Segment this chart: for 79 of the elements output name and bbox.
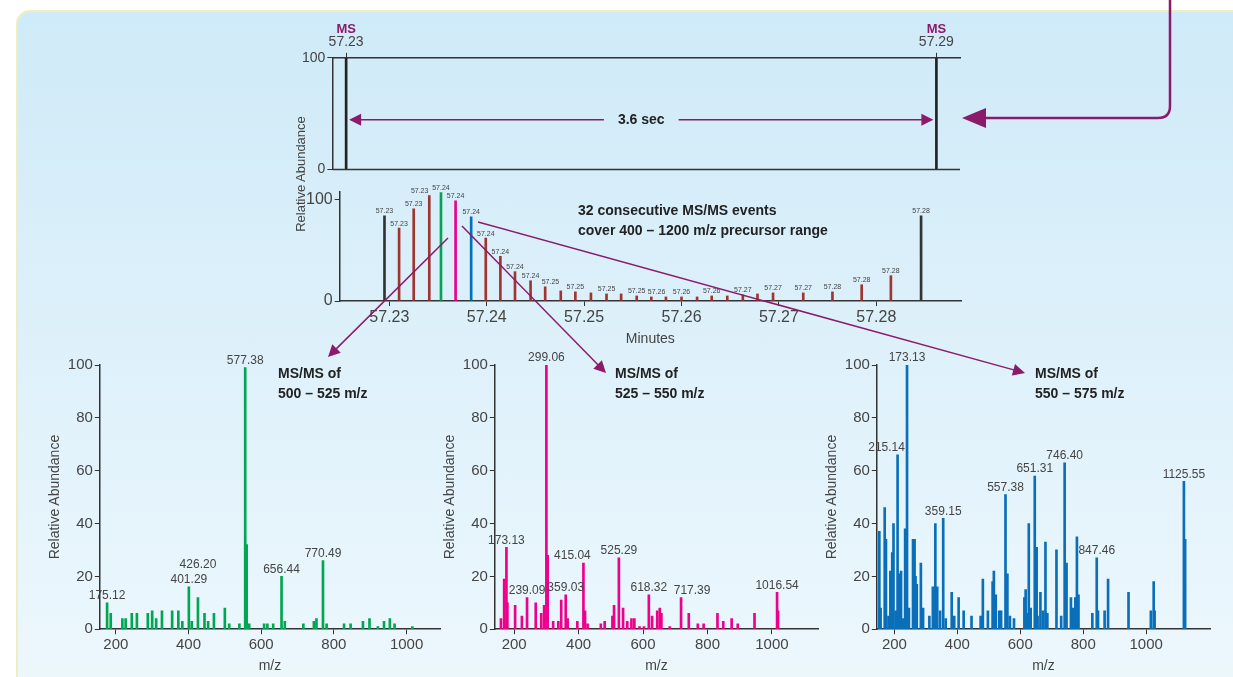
x-tick-label: 800 bbox=[694, 635, 720, 653]
annotation: 1125.55 bbox=[1162, 466, 1206, 481]
y-tick-label: 100 bbox=[305, 190, 333, 208]
y-tick-label: 0 bbox=[861, 619, 870, 637]
x-tick-label: 57.25 bbox=[564, 308, 605, 326]
text: MS/MS of 550 – 575 m/z bbox=[1035, 364, 1125, 403]
y-tick-label: 0 bbox=[84, 619, 93, 637]
x-tick-label: 600 bbox=[630, 635, 656, 653]
y-axis-title: Relative Abundance bbox=[46, 434, 63, 560]
annotation: 1016.54 bbox=[755, 577, 800, 592]
x-tick-label: 57.29 bbox=[918, 33, 955, 50]
annotation: 173.13 bbox=[888, 350, 926, 365]
y-tick-label: 0 bbox=[479, 619, 488, 637]
annotation: 618.32 bbox=[630, 580, 668, 595]
annotation: MS bbox=[926, 20, 947, 36]
annotation: MS bbox=[336, 20, 357, 36]
x-tick-label: 200 bbox=[501, 635, 527, 653]
y-tick-label: 100 bbox=[67, 355, 93, 373]
annotation: 656.44 bbox=[263, 561, 301, 576]
y-axis-title: Relative Abundance bbox=[441, 434, 458, 560]
y-tick-label: 0 bbox=[323, 291, 333, 309]
y-tick-label: 80 bbox=[76, 407, 93, 425]
x-tick-label: 57.24 bbox=[466, 308, 507, 326]
y-tick-label: 20 bbox=[76, 566, 93, 584]
y-tick-label: 60 bbox=[853, 460, 870, 478]
annotation: cover 400 – 1200 m/z precursor range bbox=[578, 221, 828, 240]
x-tick-label: 400 bbox=[944, 635, 970, 653]
y-tick-label: 0 bbox=[317, 160, 326, 177]
annotation: 3.6 sec bbox=[617, 110, 665, 127]
text: MS/MS of 500 – 525 m/z bbox=[278, 364, 368, 403]
annotation: 557.38 bbox=[987, 479, 1025, 494]
y-tick-label: 60 bbox=[76, 460, 93, 478]
annotation: 401.29 bbox=[170, 572, 208, 587]
annotation: 847.46 bbox=[1078, 543, 1116, 558]
x-tick-label: 400 bbox=[175, 635, 202, 653]
x-tick-label: 57.23 bbox=[369, 308, 410, 326]
annotation: 770.49 bbox=[304, 545, 342, 560]
y-tick-label: 20 bbox=[471, 566, 488, 584]
annotation: 525.29 bbox=[600, 543, 638, 558]
x-tick-label: 600 bbox=[1007, 635, 1033, 653]
x-axis-title: m/z bbox=[258, 657, 282, 674]
x-tick-label: 1000 bbox=[755, 635, 789, 653]
y-tick-label: 40 bbox=[853, 513, 870, 531]
y-tick-label: 100 bbox=[462, 355, 488, 373]
x-tick-label: 1000 bbox=[389, 635, 424, 653]
x-axis-title: Minutes bbox=[625, 330, 675, 347]
annotation: 359.15 bbox=[924, 503, 962, 518]
y-axis-title: Relative Abundance bbox=[823, 434, 840, 560]
x-tick-label: 57.27 bbox=[758, 308, 800, 326]
y-tick-label: 100 bbox=[302, 48, 326, 65]
annotation: 299.06 bbox=[528, 350, 566, 365]
x-axis-title: m/z bbox=[645, 657, 668, 674]
x-tick-label: 200 bbox=[103, 635, 129, 653]
y-tick-label: 60 bbox=[471, 460, 488, 478]
y-tick-label: 80 bbox=[471, 407, 488, 425]
annotation: 32 consecutive MS/MS events bbox=[578, 201, 778, 220]
x-tick-label: 57.26 bbox=[661, 308, 702, 326]
text: MS/MS of 525 – 550 m/z bbox=[615, 364, 705, 403]
x-tick-label: 200 bbox=[881, 635, 907, 653]
x-tick-label: 400 bbox=[566, 635, 592, 653]
x-tick-label: 1000 bbox=[1129, 635, 1163, 653]
y-tick-label: 100 bbox=[844, 355, 870, 373]
x-tick-label: 600 bbox=[248, 635, 274, 653]
x-axis-title: m/z bbox=[1032, 657, 1055, 674]
x-tick-label: 57.28 bbox=[856, 308, 897, 326]
x-tick-label: 800 bbox=[321, 635, 347, 653]
annotation: 239.09 bbox=[508, 582, 546, 597]
y-tick-label: 20 bbox=[853, 566, 870, 584]
x-tick-label: 800 bbox=[1070, 635, 1096, 653]
annotation: 717.39 bbox=[673, 582, 711, 597]
y-tick-label: 40 bbox=[76, 513, 93, 531]
annotation: 415.04 bbox=[554, 548, 592, 563]
annotation: 651.31 bbox=[1016, 461, 1054, 476]
annotation: 577.38 bbox=[226, 352, 264, 367]
annotation: 746.40 bbox=[1046, 448, 1084, 463]
annotation: 426.20 bbox=[179, 556, 217, 571]
y-tick-label: 80 bbox=[853, 407, 870, 425]
y-tick-label: 40 bbox=[471, 513, 488, 531]
y-axis-title: Relative Abundance bbox=[292, 116, 308, 232]
